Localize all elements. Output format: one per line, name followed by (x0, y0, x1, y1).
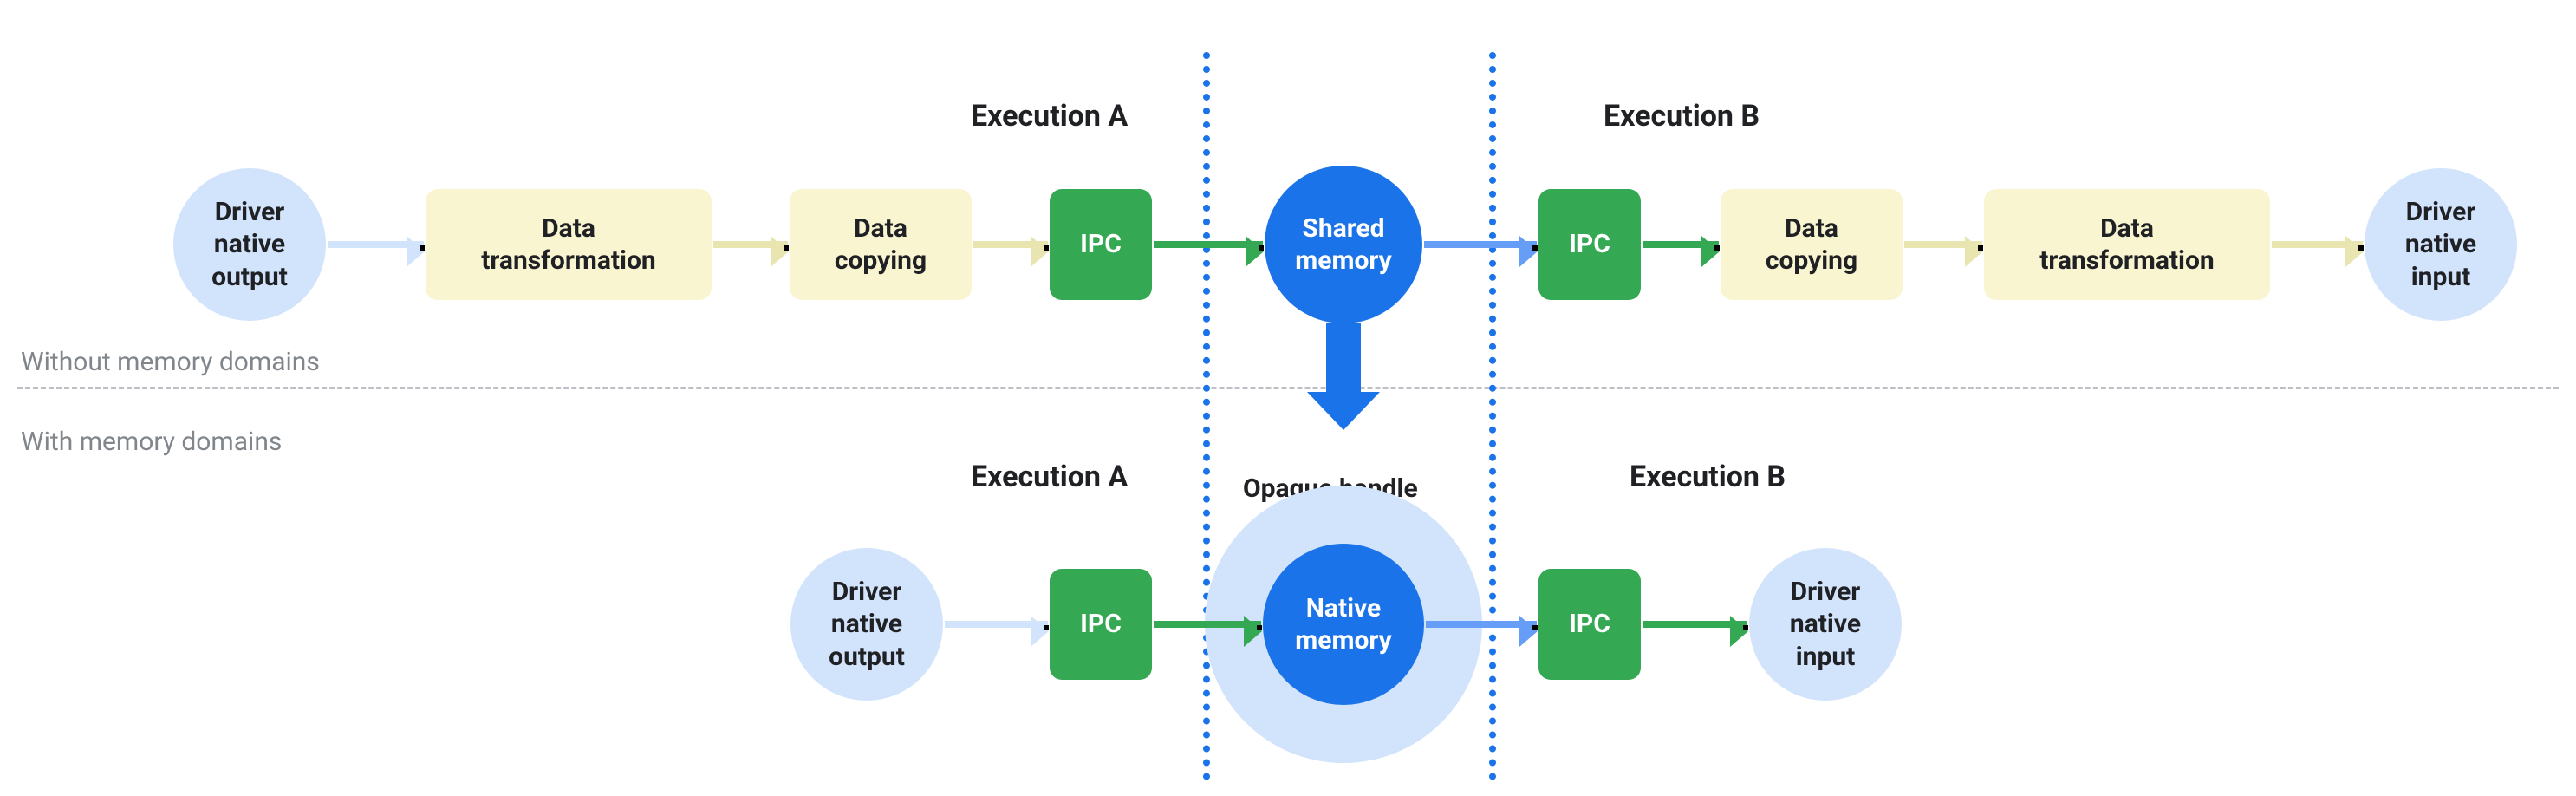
header-execution-b-top: Execution B (1603, 99, 1760, 134)
node-ipc_l: IPC (1050, 189, 1152, 300)
node-ipc_l: IPC (1050, 569, 1152, 680)
caption-with-memory-domains: With memory domains (21, 427, 282, 457)
caption-without-memory-domains: Without memory domains (21, 347, 320, 377)
arrow-data_xf_r-to-drv_in (2272, 241, 2363, 248)
arrow-ipc_l-to-shared (1154, 241, 1263, 248)
node-drv_out: Driver native output (790, 548, 943, 701)
arrow-data_cp_r-to-data_xf_r (1904, 241, 1982, 248)
arrow-data_xf_l-to-data_cp_l (713, 241, 788, 248)
node-data_cp_l: Data copying (790, 189, 972, 300)
node-ipc_r: IPC (1538, 569, 1641, 680)
header-execution-a-top: Execution A (971, 99, 1128, 134)
arrow-ipc_r-to-drv_in (1643, 621, 1747, 628)
arrow-data_cp_l-to-ipc_l (973, 241, 1048, 248)
node-ipc_r: IPC (1538, 189, 1641, 300)
arrow-native-to-ipc_r (1426, 621, 1537, 628)
node-drv_in: Driver native input (1749, 548, 1902, 701)
arrow-drv_out-to-ipc_l (945, 621, 1048, 628)
divider-vertical-right (1489, 52, 1496, 780)
arrow-drv_out-to-data_xf_l (328, 241, 424, 248)
arrow-shared-to-ipc_r (1424, 241, 1537, 248)
node-data_cp_r: Data copying (1721, 189, 1903, 300)
arrow-ipc_r-to-data_cp_r (1643, 241, 1719, 248)
divider-vertical-left (1203, 52, 1210, 780)
node-data_xf_l: Data transformation (426, 189, 712, 300)
node-native: Native memory (1263, 544, 1424, 705)
header-execution-b-bottom: Execution B (1630, 460, 1786, 494)
node-data_xf_r: Data transformation (1984, 189, 2270, 300)
node-drv_out: Driver native output (173, 168, 326, 321)
node-drv_in: Driver native input (2365, 168, 2517, 321)
node-shared: Shared memory (1265, 166, 1422, 323)
arrow-ipc_l-to-native (1154, 621, 1261, 628)
header-execution-a-bottom: Execution A (971, 460, 1128, 494)
divider-horizontal (17, 387, 2559, 389)
